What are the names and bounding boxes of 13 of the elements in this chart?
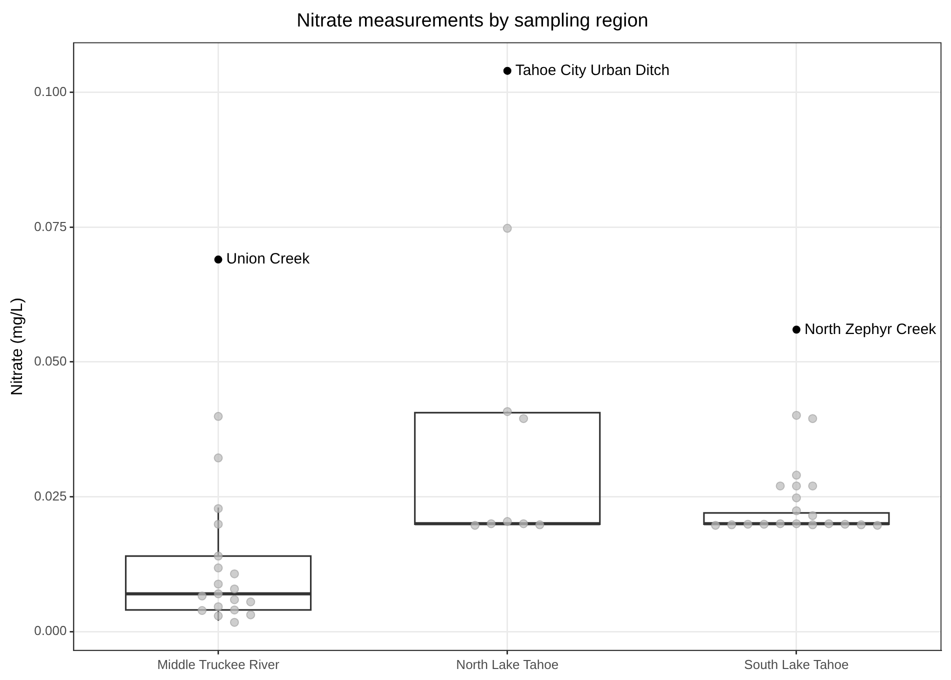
annotation: North Zephyr Creek <box>804 320 937 338</box>
y-tick-label: 0.075 <box>34 218 67 234</box>
annotation: Union Creek <box>226 250 310 268</box>
y-axis-title: Nitrate (mg/L) <box>9 298 26 396</box>
annotation: Tahoe City Urban Ditch <box>515 62 670 79</box>
y-tick-label: 0.025 <box>34 488 67 504</box>
x-tick-label: Middle Truckee River <box>157 656 280 672</box>
x-tick-label: North Lake Tahoe <box>456 656 559 672</box>
chart-title: Nitrate measurements by sampling region <box>296 10 648 32</box>
y-tick-label: 0.100 <box>34 84 67 99</box>
y-tick-label: 0.050 <box>34 354 67 369</box>
y-tick-label: 0.000 <box>34 623 67 638</box>
x-tick-label: South Lake Tahoe <box>744 656 849 672</box>
